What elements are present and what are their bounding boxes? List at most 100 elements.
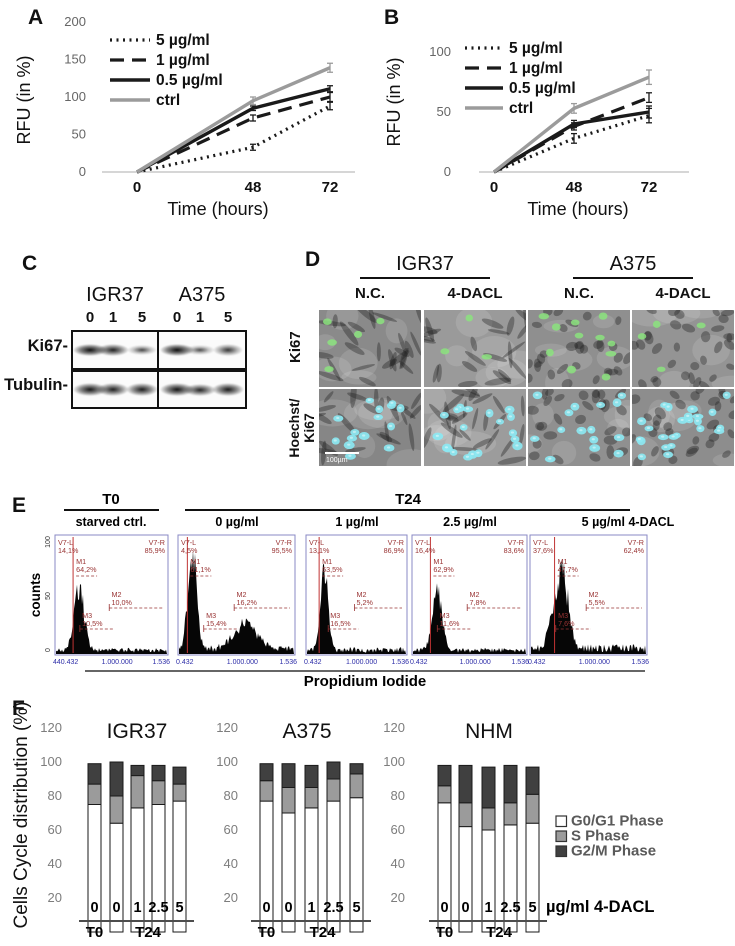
t0-group-label: T0 [436,924,454,941]
hoechst-nucleus [387,422,396,431]
hoechst-nucleus [635,436,644,443]
nucleus-highlight [442,413,446,416]
x-tick-label: 48 [566,179,583,196]
nucleus-highlight [398,406,402,409]
cell-body [592,375,600,385]
nucleus-highlight [591,438,595,441]
bar-category-label: 5 [352,900,360,916]
nucleus-highlight [616,451,620,455]
cell-body [319,405,336,412]
cell-body [351,364,376,371]
y-tick-label: 40 [224,856,238,871]
cell-body [605,368,619,376]
gate-annotation: 85,9% [145,546,166,555]
ki67-positive-nucleus [323,318,332,325]
x-tick-label: 0.432 [176,659,194,666]
nucleus-highlight [487,411,491,414]
cell-body [382,358,398,369]
cell-body [706,419,720,430]
cell-body [502,341,526,359]
x-tick-label: 1.000.000 [102,659,133,666]
cell-body [470,336,478,352]
cell-body [553,413,563,425]
lane-label: 5 [223,309,233,326]
cell-body [359,376,376,387]
panel-d-micrographs: IGR37 A375 N.C. 4-DACL N.C. 4-DACL Ki67 Hoechst… [285,245,735,480]
nucleus-highlight [589,428,593,431]
y-tick-label: 60 [391,822,405,837]
cell-body [347,392,368,401]
gate-annotation: M3 [206,611,216,620]
hoechst-nucleus [587,425,596,434]
cell-body [541,389,549,400]
gate-annotation: M2 [589,590,599,599]
panel-a-line-chart: 200 150 100 50 0 0 48 72 RFU (in %) Time (hours) 5… [14,14,355,219]
cell-body [399,360,414,374]
blot-group-label: A375 [178,284,226,306]
tissue-highlight [653,402,698,432]
lane-label: 5 [137,309,147,326]
cell-body [440,422,463,438]
ki67-positive-nucleus [465,314,473,322]
panel-c-western-blot: IGR37 A375 0 1 5 0 1 5 Ki67- Tubulin- [0,240,280,490]
x-axis-title: Time (hours) [527,199,628,219]
cell-body [536,353,546,364]
cell-body [507,341,513,369]
cell-body [492,370,512,385]
ki67-positive-nucleus [656,366,666,372]
y-tick-label: 50 [45,592,52,600]
gate-annotation: 64,2% [76,565,97,574]
gate-annotation: V7-L [309,538,324,547]
x-tick-label: 72 [322,179,339,196]
y-tick-label: 20 [224,890,238,905]
nucleus-highlight [664,445,668,449]
tissue-highlight [543,319,579,333]
x-tick-label: 1.000.000 [227,659,258,666]
panel-f-cell-cycle: Cells Cycle distribution (%) IGR37 120 100 8… [0,690,735,946]
nucleus-highlight [662,403,666,406]
cell-body [429,403,449,425]
bar-category-label: 2.5 [148,900,168,916]
tissue-highlight [596,346,630,371]
cell-body [643,330,652,341]
hoechst-nucleus [683,412,693,421]
cell-body [519,423,525,445]
ki67-positive-nucleus [538,313,550,320]
ki67-positive-nucleus [376,317,385,325]
cell-body [398,332,407,355]
cell-body [667,359,677,369]
panel-c-label: C [22,252,38,275]
tissue-highlight [445,431,497,456]
hoechst-nucleus [346,434,358,442]
protein-band [127,344,157,356]
hoechst-nucleus [508,429,518,437]
nucleus-highlight [377,407,381,410]
cell-body [547,369,556,380]
nucleus-highlight [598,403,602,406]
bar-segment-g2m [130,764,145,777]
y-tick-label: 40 [48,856,62,871]
cell-body [729,396,734,404]
cell-body [506,316,515,336]
hoechst-nucleus [507,412,515,421]
cell-body [708,432,720,442]
cell-body [543,431,558,440]
cell-body [327,357,341,381]
bar-segment-s [437,785,452,804]
t0-group-label: T0 [258,924,276,941]
legend-swatch-2 [555,845,568,858]
nucleus-highlight [510,431,515,434]
bar-segment-s [525,793,540,824]
y-tick-label: 80 [391,788,405,803]
cell-body [726,333,733,343]
cell-body [339,321,359,346]
bar-segment-s [87,783,102,805]
gate-annotation: M3 [82,611,92,620]
bar-segment-s [109,795,124,824]
cell-body [596,339,605,353]
bar-category-label: 0 [90,900,98,916]
tissue-highlight [679,310,721,319]
hoechst-nucleus [365,397,374,404]
bar-segment-g2m [458,764,473,804]
bar-segment-g0g1 [458,826,473,933]
